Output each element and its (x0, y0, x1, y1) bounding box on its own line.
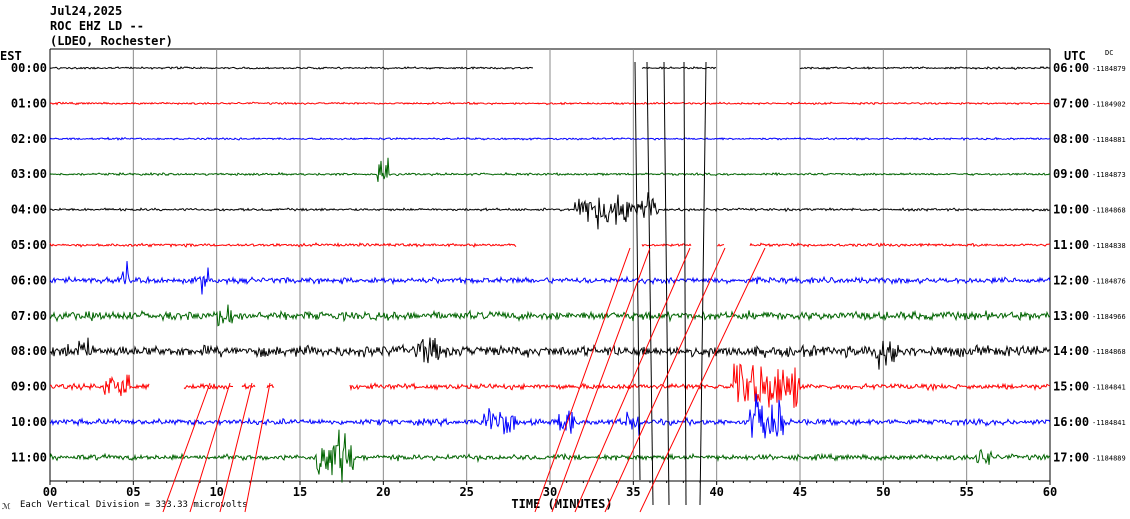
network-label: (LDEO, Rochester) (50, 34, 173, 48)
x-axis-label: TIME (MINUTES) (511, 497, 612, 511)
trace-row-1100 (49, 429, 1051, 483)
dc-offset-label: -1184889 (1092, 454, 1126, 462)
est-hour-label: 02:00 (11, 132, 47, 146)
utc-axis-title: UTC (1064, 49, 1086, 63)
est-hour-label: 08:00 (11, 344, 47, 358)
trace-row-0000 (49, 66, 1051, 70)
fill-line (189, 382, 231, 513)
utc-hour-label: 10:00 (1053, 203, 1089, 217)
x-tick-label: 40 (709, 485, 723, 499)
utc-hour-label: 15:00 (1053, 380, 1089, 394)
est-hour-label: 10:00 (11, 415, 47, 429)
est-axis-title: EST (0, 49, 22, 63)
utc-hour-label: 08:00 (1053, 132, 1089, 146)
est-hour-label: 04:00 (11, 203, 47, 217)
trace-row-0200 (49, 136, 1051, 141)
dc-offset-label: -1184876 (1092, 277, 1126, 285)
x-tick-label: 30 (543, 485, 557, 499)
x-tick-label: 00 (43, 485, 57, 499)
fill-line (244, 382, 271, 513)
utc-hour-label: 07:00 (1053, 96, 1089, 110)
utc-hour-label: 17:00 (1053, 450, 1089, 464)
x-tick-label: 25 (459, 485, 473, 499)
fill-line (683, 61, 687, 506)
utc-hour-label: 11:00 (1053, 238, 1089, 252)
fill-line (699, 61, 707, 506)
fill-line (663, 61, 670, 506)
x-tick-label: 35 (626, 485, 640, 499)
trace-row-0800 (49, 337, 1051, 370)
x-tick-label: 10 (209, 485, 223, 499)
dc-offset-label: -1184841 (1092, 419, 1126, 427)
dc-offset-label: -1184841 (1092, 384, 1126, 392)
date-label: Jul24,2025 (50, 4, 123, 18)
x-tick-label: 45 (793, 485, 807, 499)
trace-row-1000 (49, 393, 1051, 439)
dc-offset-label: -1184838 (1092, 242, 1126, 250)
dc-offset-label: -1184902 (1092, 100, 1126, 108)
corner-mark-icon: ℳ (2, 502, 11, 511)
fill-line (646, 61, 654, 506)
dc-offset-label: -1184873 (1092, 171, 1126, 179)
trace-row-0700 (49, 304, 1051, 327)
utc-hour-label: 09:00 (1053, 167, 1089, 181)
fill-line (574, 247, 691, 513)
x-tick-label: 20 (376, 485, 390, 499)
utc-hour-label: 12:00 (1053, 273, 1089, 287)
fill-line (634, 61, 641, 481)
utc-hour-label: 06:00 (1053, 61, 1089, 75)
x-tick-label: 55 (959, 485, 973, 499)
est-hour-label: 11:00 (11, 450, 47, 464)
est-hour-label: 07:00 (11, 309, 47, 323)
station-label: ROC EHZ LD -- (50, 19, 144, 33)
x-tick-label: 60 (1043, 485, 1057, 499)
utc-hour-label: 16:00 (1053, 415, 1089, 429)
est-hour-label: 03:00 (11, 167, 47, 181)
trace-row-0100 (49, 101, 1051, 106)
trace-row-0400 (49, 192, 1051, 230)
est-hour-label: 09:00 (11, 380, 47, 394)
est-hour-label: 01:00 (11, 96, 47, 110)
x-tick-label: 50 (876, 485, 890, 499)
dc-offset-label: -1184879 (1092, 65, 1126, 73)
fill-line (219, 382, 253, 513)
dc-offset-label: -1184868 (1092, 348, 1126, 356)
est-hour-label: 00:00 (11, 61, 47, 75)
fill-line (604, 247, 726, 513)
utc-hour-label: 13:00 (1053, 309, 1089, 323)
est-hour-label: 05:00 (11, 238, 47, 252)
dc-offset-label: -1184868 (1092, 207, 1126, 215)
dc-offset-label: -1184966 (1092, 313, 1126, 321)
fill-line (551, 247, 651, 513)
utc-hour-label: 14:00 (1053, 344, 1089, 358)
trace-row-0300 (49, 157, 1051, 182)
fill-line (162, 382, 211, 513)
scale-note: Each Vertical Division = 333.33 microvol… (20, 500, 248, 510)
dc-column-title: DC (1105, 49, 1114, 57)
x-tick-label: 15 (293, 485, 307, 499)
fill-line (639, 247, 766, 513)
x-tick-label: 05 (126, 485, 140, 499)
trace-row-0600 (49, 261, 1051, 295)
fill-line (534, 247, 631, 513)
est-hour-label: 06:00 (11, 273, 47, 287)
dc-offset-label: -1184881 (1092, 136, 1126, 144)
